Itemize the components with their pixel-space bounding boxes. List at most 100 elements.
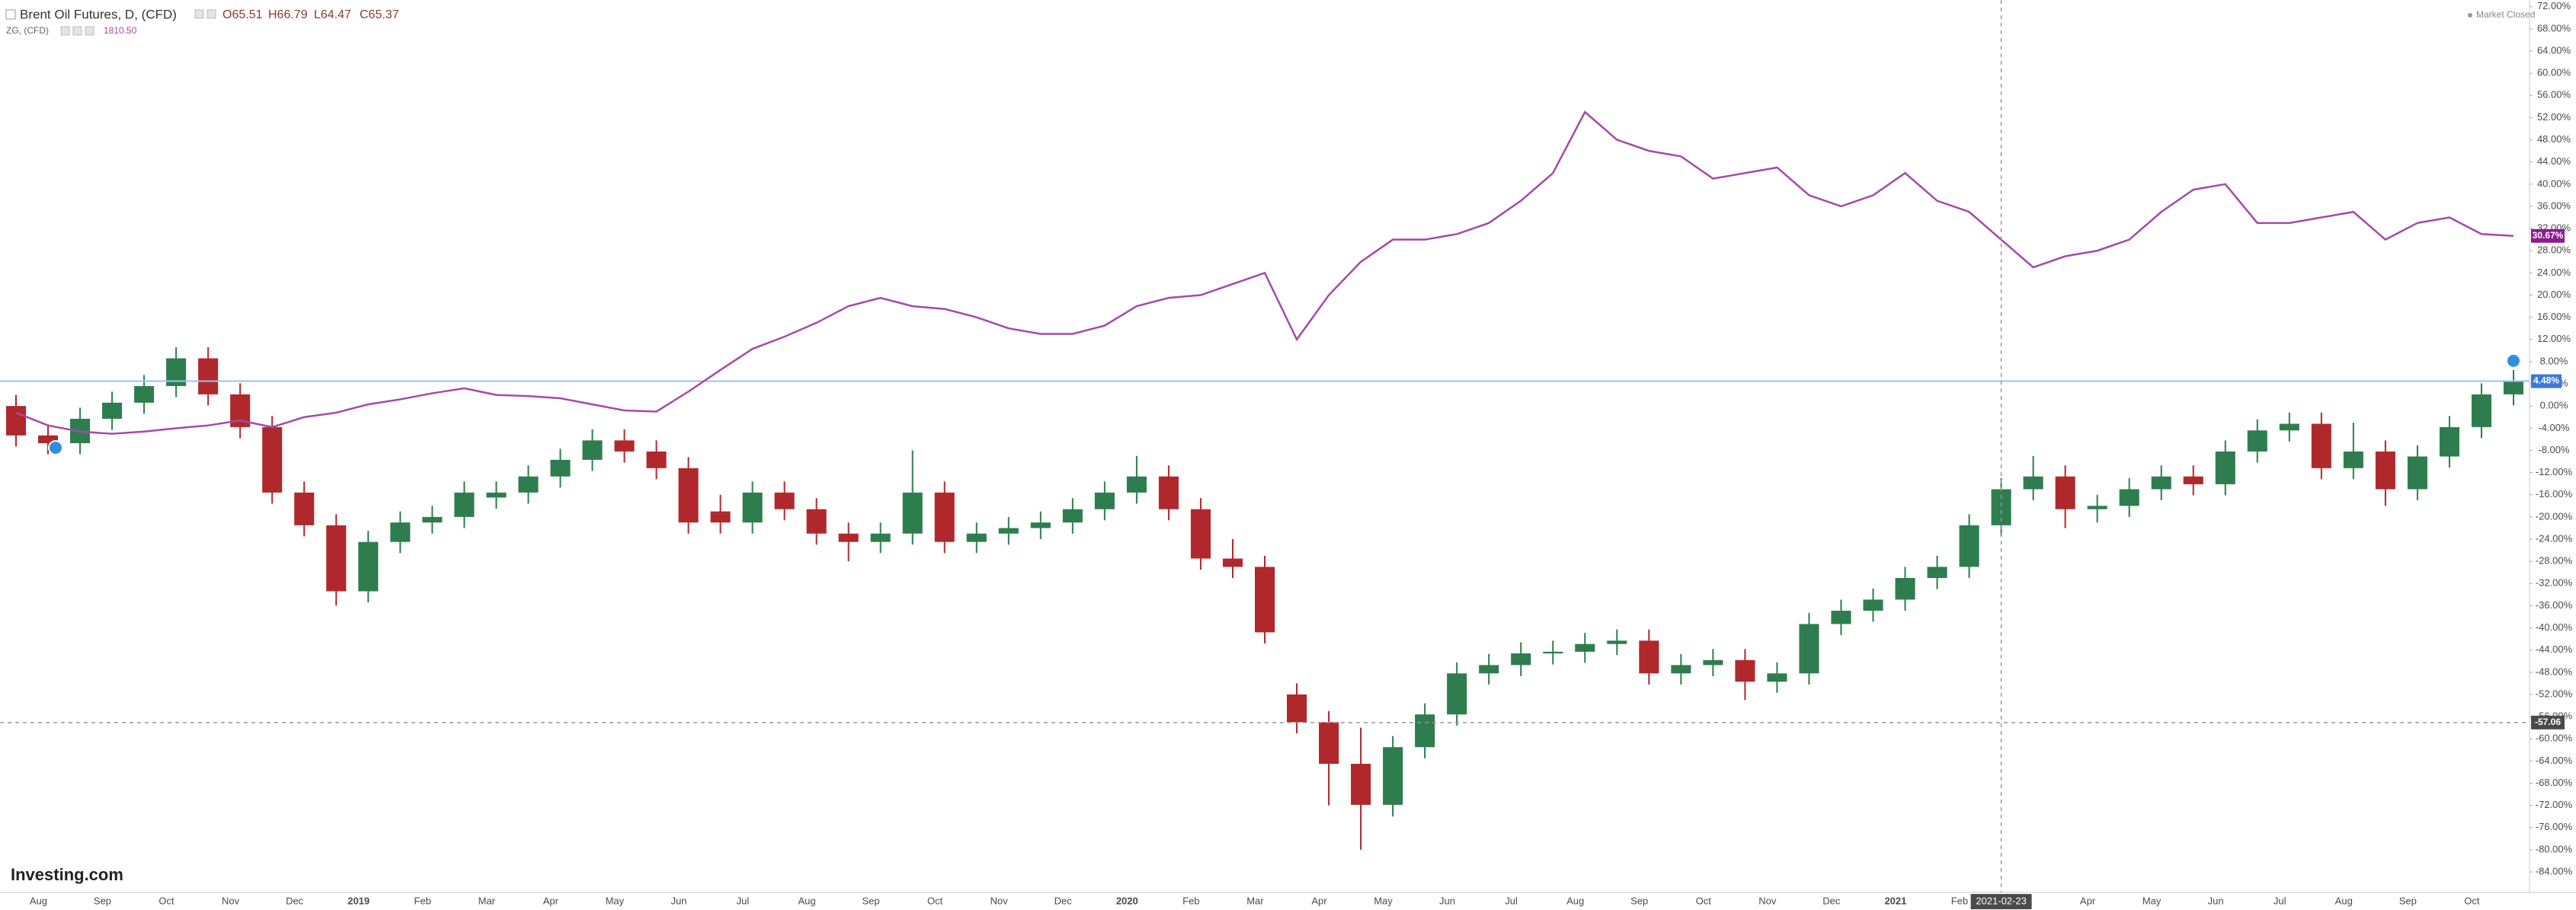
y-tick-label: -20.00% [2536,510,2573,522]
candle-body [1222,558,1243,567]
candle-body [2407,456,2427,490]
market-status: Market Closed [2476,9,2535,20]
candle-body [774,492,795,509]
candle-body [1575,643,1595,652]
y-tick-label: 64.00% [2537,44,2571,56]
legend-icon[interactable] [85,26,94,36]
legend-icon[interactable] [72,26,82,36]
candle-body [710,511,731,523]
candle-body [422,516,443,523]
y-tick-label: -12.00% [2536,466,2573,477]
second-legend-value: 1810.50 [104,25,137,36]
y-tick-label: 72.00% [2537,0,2571,11]
y-tick-label: -52.00% [2536,688,2573,699]
x-tick-label: Aug [1566,895,1584,906]
candle-body [2151,476,2171,490]
candle-body [1863,599,1883,611]
candle-body [1158,476,1179,509]
crosshair-x-label: 2021-02-23 [1976,895,2027,906]
candle-body [38,435,59,443]
candle-body [2215,451,2235,484]
x-tick-label: Sep [2399,895,2417,906]
candle-body [1319,722,1339,765]
candle-body [1703,659,1723,666]
y-tick-label: -60.00% [2536,733,2573,744]
candle-body [870,533,891,542]
y-tick-label: -28.00% [2536,555,2573,567]
candle-body [1254,567,1275,633]
y-tick-label: 40.00% [2537,177,2571,189]
x-tick-label: May [606,895,625,906]
event-marker [2505,353,2521,369]
x-tick-label: Apr [2080,895,2096,906]
candle-body [902,492,923,534]
x-tick-label: 2021 [1884,895,1906,906]
crosshair-y-badge [2531,715,2565,730]
candle-body [1831,610,1851,624]
candle-body [934,492,955,542]
candle-body [2471,394,2491,427]
y-tick-label: -8.00% [2538,444,2570,455]
candle-body [1927,567,1947,578]
candle-body [134,385,155,403]
candle-body [582,440,603,460]
x-tick-label: Jul [737,895,750,906]
y-tick-label: -48.00% [2536,666,2573,677]
x-tick-label: Mar [1246,895,1264,906]
y-tick-label: 60.00% [2537,67,2571,78]
last-value-badge [2531,228,2565,243]
x-tick-label: Nov [990,895,1009,906]
candle-body [1094,492,1115,509]
candle-body [518,476,539,493]
y-tick-label: -64.00% [2536,755,2573,766]
x-tick-label: Jul [2274,895,2286,906]
y-tick-label: -32.00% [2536,577,2573,589]
x-tick-label: Dec [1822,895,1841,906]
x-tick-label: Nov [222,895,240,906]
y-tick-label: 24.00% [2537,267,2571,278]
x-tick-label: Aug [798,895,815,906]
y-tick-label: 52.00% [2537,111,2571,123]
y-tick-label: 0.00% [2540,400,2568,411]
legend-icon[interactable] [60,26,70,36]
legend-close: C65.37 [360,8,399,21]
second-legend-name: ZG, (CFD) [6,25,49,36]
y-tick-label: -84.00% [2536,865,2573,876]
candle-body [2375,451,2395,490]
candle-body [1126,476,1147,493]
x-tick-label: May [1374,895,1393,906]
legend-icon[interactable] [194,9,204,19]
x-tick-label: Dec [1054,895,1073,906]
x-tick-label: Sep [1630,895,1648,906]
status-dot [2468,13,2472,18]
candle-body [806,509,827,534]
candle-body [198,358,219,394]
last-price-label: 4.48% [2533,375,2559,386]
x-tick-label: Sep [94,895,111,906]
collapse-icon[interactable] [5,9,16,20]
candle-body [2247,430,2267,452]
candle-body [2087,506,2107,509]
y-tick-label: 16.00% [2537,311,2571,322]
candle-body [1735,659,1755,682]
candle-body [358,541,379,592]
candle-body [1959,525,1979,567]
x-tick-label: Feb [1182,895,1199,906]
candle-body [1351,764,1371,805]
candle-body [1767,673,1787,682]
y-tick-label: -44.00% [2536,643,2573,655]
candle-body [1062,509,1083,523]
candle-body [838,533,859,542]
candle-body [102,402,123,419]
legend-icon[interactable] [206,9,216,19]
y-tick-label: 36.00% [2537,200,2571,211]
candle-body [1030,522,1051,528]
candle-body [1190,509,1211,559]
x-tick-label: 2020 [1116,895,1138,906]
candle-body [614,440,635,452]
candle-body [998,528,1019,534]
crosshair-x-badge [1970,894,2032,909]
x-tick-label: Jul [1505,895,1518,906]
